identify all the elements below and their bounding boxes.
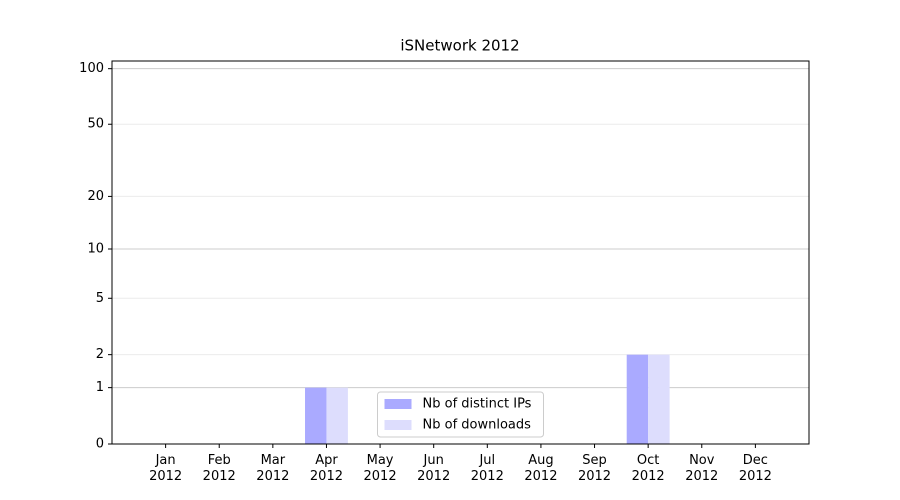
x-tick-label: May 2012	[363, 453, 397, 484]
x-tick-label: Oct 2012	[631, 453, 665, 484]
x-tick-label: Mar 2012	[256, 453, 290, 484]
plot-frame	[111, 60, 810, 445]
x-tick-label: Apr 2012	[309, 453, 343, 484]
y-tick-label: 20	[87, 189, 104, 204]
chart-title: iSNetwork 2012	[400, 37, 519, 55]
y-tick-label: 100	[79, 61, 104, 76]
x-tick-label: Jun 2012	[417, 453, 451, 484]
x-tick-label: Jan 2012	[149, 453, 183, 484]
bar	[326, 387, 348, 444]
y-tick-label: 10	[87, 241, 104, 256]
x-tick-label: Dec 2012	[738, 453, 772, 484]
y-tick-label: 1	[96, 380, 104, 395]
legend: Nb of distinct IPs Nb of downloads	[377, 391, 544, 438]
x-tick-label: Feb 2012	[202, 453, 236, 484]
bar	[626, 354, 649, 444]
legend-box	[377, 391, 544, 438]
y-tick-label: 2	[96, 347, 104, 362]
bar	[305, 387, 327, 444]
legend-label: Nb of downloads	[423, 418, 532, 433]
x-tick-label: Aug 2012	[524, 453, 558, 484]
x-tick-label: Sep 2012	[577, 453, 612, 484]
bar	[648, 354, 670, 444]
x-tick-label: Nov 2012	[685, 453, 719, 484]
x-tick-label: Jul 2012	[470, 453, 504, 484]
y-tick-label: 5	[96, 291, 104, 306]
legend-swatch	[384, 399, 412, 409]
y-tick-label: 0	[96, 437, 104, 452]
y-tick-label: 50	[87, 117, 104, 132]
legend-swatch	[384, 420, 412, 430]
legend-label: Nb of distinct IPs	[423, 397, 532, 412]
